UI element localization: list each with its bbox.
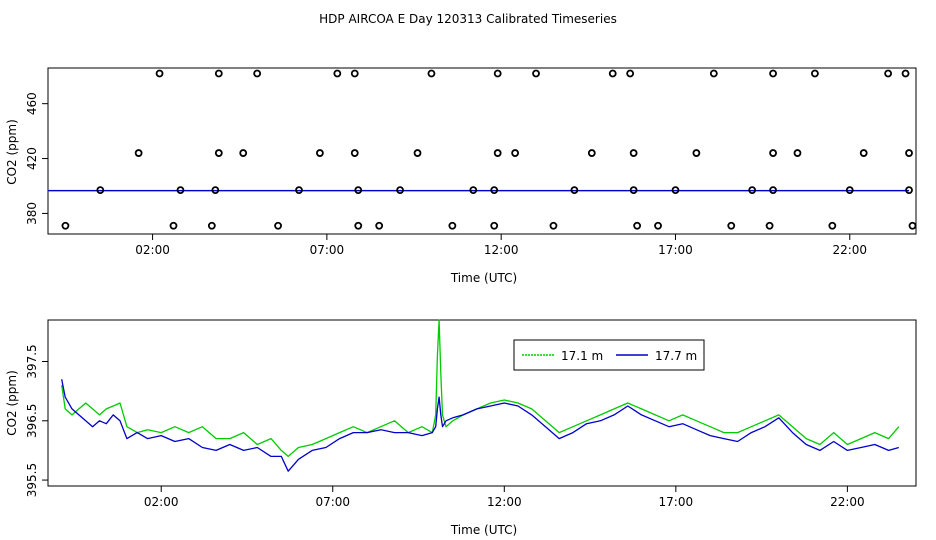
- top-y-ticks: 380 420 460: [25, 92, 48, 225]
- bottom-x-tick-label: 17:00: [659, 495, 694, 509]
- top-scatter-points: [61, 69, 917, 230]
- top-x-tick-label: 12:00: [484, 243, 519, 257]
- scatter-point: [905, 149, 913, 157]
- scatter-point: [570, 186, 579, 194]
- scatter-point: [859, 149, 868, 157]
- scatter-point: [375, 221, 384, 230]
- scatter-point: [692, 149, 701, 157]
- scatter-point: [905, 186, 913, 194]
- scatter-point: [214, 149, 223, 157]
- bottom-x-axis-label: Time (UTC): [450, 523, 517, 537]
- scatter-point: [549, 221, 558, 230]
- top-y-tick-label: 460: [25, 92, 39, 115]
- bottom-y-axis-label: CO2 (ppm): [5, 370, 19, 436]
- bottom-line-series: [61, 319, 900, 472]
- scatter-point: [413, 149, 422, 157]
- scatter-point: [633, 221, 642, 230]
- bottom-x-tick-label: 07:00: [315, 495, 350, 509]
- scatter-point: [511, 149, 520, 157]
- scatter-point: [884, 69, 893, 78]
- top-x-tick-label: 22:00: [832, 243, 867, 257]
- scatter-point: [654, 221, 662, 230]
- scatter-point: [828, 221, 837, 230]
- scatter-point: [448, 221, 457, 230]
- top-x-tick-label: 17:00: [658, 243, 693, 257]
- bottom-y-tick-label: 395.5: [25, 463, 39, 497]
- scatter-point: [96, 186, 105, 194]
- bottom-y-ticks: 395.5 396.5 397.5: [25, 344, 48, 497]
- top-x-tick-label: 02:00: [135, 243, 170, 257]
- scatter-point: [493, 149, 502, 157]
- top-plot-frame: [47, 67, 917, 235]
- scatter-point: [490, 186, 499, 194]
- top-x-axis-label: Time (UTC): [450, 271, 517, 285]
- series-line-17-1m: [61, 319, 900, 458]
- scatter-point: [587, 149, 596, 157]
- scatter-point: [901, 69, 910, 78]
- bottom-plot-frame: [47, 319, 917, 487]
- scatter-point: [211, 186, 220, 194]
- series-line-17-7m: [61, 379, 899, 472]
- scatter-point: [748, 186, 757, 194]
- scatter-point: [727, 221, 736, 230]
- bottom-x-ticks: 02:00 07:00 12:00 17:00 22:00: [144, 486, 865, 509]
- scatter-point: [811, 69, 819, 78]
- scatter-point: [532, 69, 540, 78]
- scatter-point: [214, 69, 223, 78]
- scatter-point: [155, 69, 164, 78]
- scatter-point: [469, 186, 478, 194]
- bottom-y-tick-label: 396.5: [25, 404, 39, 438]
- top-y-axis-label: CO2 (ppm): [5, 119, 19, 185]
- scatter-point: [793, 149, 802, 157]
- scatter-point: [253, 69, 262, 78]
- scatter-point: [671, 186, 680, 194]
- bottom-y-tick-label: 397.5: [25, 344, 39, 378]
- figure-title: HDP AIRCOA E Day 120313 Calibrated Times…: [319, 12, 617, 26]
- top-y-tick-label: 420: [25, 147, 39, 170]
- scatter-point: [769, 186, 777, 194]
- scatter-point: [176, 186, 185, 194]
- scatter-point: [134, 149, 143, 157]
- scatter-point: [350, 149, 359, 157]
- legend: 17.1 m 17.7 m: [513, 339, 705, 371]
- scatter-point: [295, 186, 303, 194]
- scatter-point: [354, 221, 363, 230]
- top-panel: 02:00 07:00 12:00 17:00 22:00 380 420 460 Time…: [5, 67, 917, 285]
- scatter-point: [239, 149, 248, 157]
- scatter-point: [427, 69, 436, 78]
- legend-label-17-7m: 17.7 m: [655, 349, 697, 363]
- scatter-point: [493, 69, 502, 78]
- bottom-x-tick-label: 12:00: [487, 495, 522, 509]
- bottom-x-tick-label: 02:00: [144, 495, 179, 509]
- scatter-point: [396, 186, 404, 194]
- legend-label-17-1m: 17.1 m: [561, 349, 603, 363]
- scatter-point: [765, 221, 774, 230]
- scatter-point: [629, 186, 638, 194]
- scatter-point: [629, 149, 638, 157]
- top-x-ticks: 02:00 07:00 12:00 17:00 22:00: [135, 234, 867, 257]
- scatter-point: [354, 186, 363, 194]
- scatter-point: [626, 69, 635, 78]
- bottom-panel: 02:00 07:00 12:00 17:00 22:00 395.5 396.5 397.…: [5, 319, 917, 537]
- scatter-point: [207, 221, 216, 230]
- scatter-point: [709, 69, 718, 78]
- scatter-point: [169, 221, 178, 230]
- scatter-point: [608, 69, 617, 78]
- scatter-point: [845, 186, 854, 194]
- scatter-point: [350, 69, 359, 78]
- scatter-point: [908, 221, 917, 230]
- scatter-point: [61, 221, 70, 230]
- scatter-point: [490, 221, 499, 230]
- scatter-point: [769, 69, 777, 78]
- top-x-tick-label: 07:00: [310, 243, 345, 257]
- bottom-x-tick-label: 22:00: [830, 495, 865, 509]
- legend-box: [513, 339, 705, 371]
- scatter-point: [274, 221, 282, 230]
- scatter-point: [769, 149, 777, 157]
- scatter-point: [316, 149, 324, 157]
- scatter-point: [333, 69, 342, 78]
- top-y-tick-label: 380: [25, 202, 39, 225]
